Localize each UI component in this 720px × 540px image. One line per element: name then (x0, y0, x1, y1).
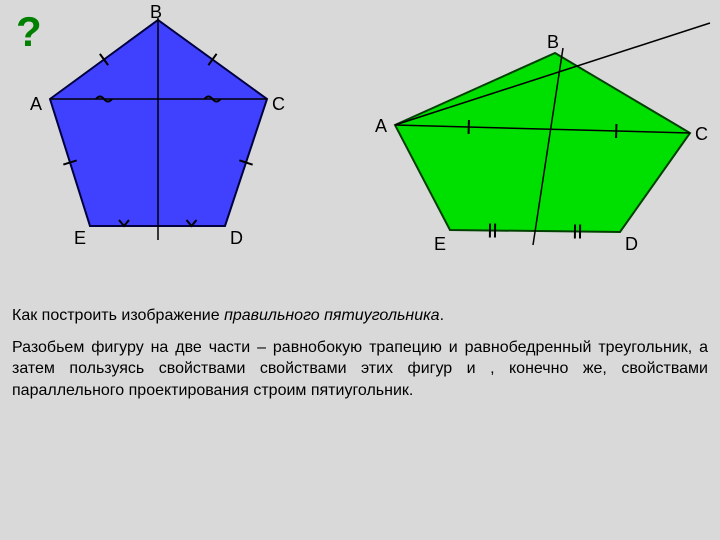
label-right-d: D (625, 234, 638, 255)
label-left-e: E (74, 228, 86, 249)
body-text: Разобьем фигуру на две части – равнобоку… (12, 337, 708, 402)
label-left-c: C (272, 94, 285, 115)
subtitle-suffix: . (440, 307, 444, 324)
label-right-b: B (547, 32, 559, 53)
pentagons-svg (0, 0, 720, 300)
right-pentagon (395, 53, 690, 232)
subtitle: Как построить изображение правильного пя… (12, 305, 708, 327)
label-right-c: C (695, 124, 708, 145)
label-right-a: A (375, 116, 387, 137)
explanation-text: Как построить изображение правильного пя… (12, 305, 708, 411)
subtitle-italic: правильного пятиугольника (224, 307, 439, 324)
subtitle-prefix: Как построить изображение (12, 307, 224, 324)
diagram-area: A B C D E A B C D E (0, 0, 720, 300)
label-left-d: D (230, 228, 243, 249)
label-left-a: A (30, 94, 42, 115)
label-left-b: B (150, 2, 162, 23)
label-right-e: E (434, 234, 446, 255)
